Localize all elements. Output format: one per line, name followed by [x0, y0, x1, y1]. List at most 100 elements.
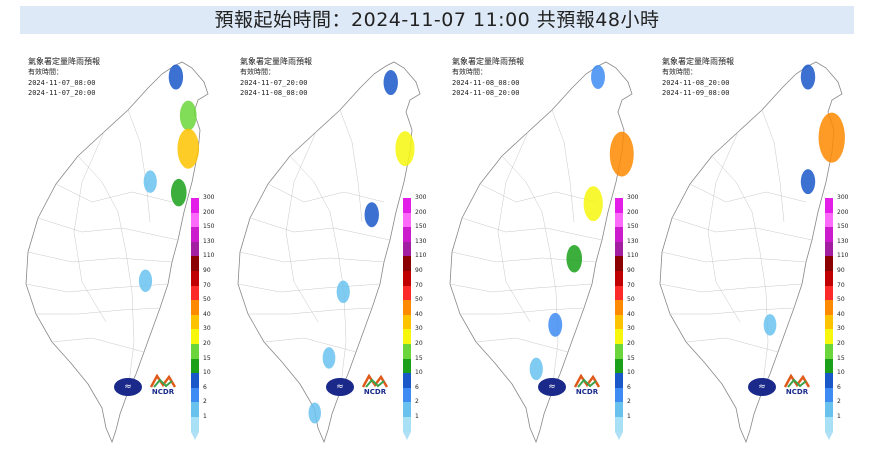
- legend-row: 20: [403, 340, 435, 359]
- legend-swatch: [191, 343, 199, 359]
- legend-label: 300: [627, 194, 639, 201]
- district-boundary: [237, 283, 381, 293]
- legend-row: 2: [191, 398, 223, 417]
- rain-cell: [763, 314, 777, 336]
- legend-label: 90: [627, 266, 635, 274]
- legend-row: 1: [191, 413, 223, 432]
- legend-label: 110: [203, 252, 215, 260]
- legend-swatch: [191, 387, 199, 403]
- legend-swatch: [191, 241, 199, 257]
- legend-swatch: [825, 270, 833, 286]
- district-boundary: [51, 337, 145, 353]
- forecast-title: 預報起始時間：2024-11-07 11:00 共預報48小時: [214, 9, 660, 31]
- legend-label: 20: [627, 339, 635, 347]
- legend-label: 1: [415, 412, 419, 420]
- legend-swatch: [403, 227, 411, 242]
- legend-swatch: [825, 314, 833, 330]
- legend-label: 130: [415, 237, 427, 245]
- legend-row: 200: [191, 209, 223, 228]
- legend-row: 50: [191, 296, 223, 315]
- district-boundary: [239, 251, 385, 263]
- legend-label: 10: [203, 369, 211, 377]
- legend-swatch: [825, 358, 833, 374]
- legend-swatch: [191, 227, 199, 242]
- district-boundary: [659, 283, 803, 293]
- legend-swatch: [825, 227, 833, 242]
- legend-label: 40: [837, 310, 845, 318]
- legend-swatch: [825, 241, 833, 257]
- panel-title: 氣象署定量降雨預報: [28, 57, 100, 66]
- legend-label: 10: [837, 369, 845, 377]
- legend-label: 15: [415, 354, 423, 362]
- legend-row: 1: [403, 413, 435, 432]
- legend-row: 6: [403, 384, 435, 403]
- legend-row: 70: [615, 282, 647, 301]
- legend-label: 6: [837, 383, 841, 391]
- legend-row: 300: [615, 194, 647, 213]
- ncdr-logo-icon: NCDR: [148, 374, 178, 400]
- rain-legend: 300 200 150 130 110 90 70 50 40 30 20 15 10 6 2 1: [615, 194, 647, 440]
- valid-time-label: 有效時間：: [240, 68, 275, 76]
- legend-row: 300: [825, 194, 857, 213]
- legend-label: 20: [837, 339, 845, 347]
- rain-cell: [609, 131, 634, 177]
- taiwan-rain-map: [449, 61, 634, 444]
- legend-label: 10: [627, 369, 635, 377]
- ncdr-logo-text: NCDR: [151, 388, 175, 396]
- district-boundary: [249, 217, 391, 241]
- legend-swatch: [615, 402, 623, 417]
- legend-row: 10: [191, 369, 223, 388]
- district-boundary: [73, 131, 107, 323]
- rain-cell: [179, 100, 197, 131]
- valid-start: 2024-11-08_20:00: [662, 79, 730, 87]
- legend-swatch: [825, 343, 833, 359]
- rain-cell: [566, 245, 583, 273]
- cwa-logo-icon: ≈: [326, 378, 354, 396]
- valid-start: 2024-11-07_20:00: [240, 79, 308, 87]
- valid-start: 2024-11-07_08:00: [28, 79, 96, 87]
- legend-row: 40: [403, 311, 435, 330]
- legend-row: 30: [615, 325, 647, 344]
- legend-swatch: [403, 285, 411, 301]
- district-boundary: [689, 183, 807, 203]
- legend-row: 15: [825, 355, 857, 374]
- legend-label: 130: [627, 237, 639, 245]
- forecast-panel-2: 氣象署定量降雨預報 有效時間： 2024-11-07_20:00 2024-11…: [234, 52, 446, 448]
- legend-swatch: [403, 212, 411, 228]
- forecast-panel-3: 氣象署定量降雨預報 有效時間： 2024-11-08_08:00 2024-11…: [446, 52, 658, 448]
- legend-swatch: [825, 256, 833, 271]
- legend-tip: [615, 431, 623, 440]
- legend-row: 110: [615, 252, 647, 271]
- ncdr-logo-icon: NCDR: [782, 374, 812, 400]
- legend-label: 2: [837, 398, 841, 406]
- legend-row: 15: [191, 355, 223, 374]
- legend-label: 200: [203, 208, 215, 216]
- forecast-panel-4: 氣象署定量降雨預報 有效時間： 2024-11-08_20:00 2024-11…: [656, 52, 868, 448]
- legend-label: 2: [415, 398, 419, 406]
- legend-label: 300: [203, 194, 215, 201]
- rain-cell: [322, 347, 336, 369]
- legend-label: 50: [627, 296, 635, 304]
- legend-row: 90: [403, 267, 435, 286]
- ncdr-logo-icon: NCDR: [572, 374, 602, 400]
- legend-row: 200: [403, 209, 435, 228]
- forecast-panel-1: 氣象署定量降雨預報 有效時間： 2024-11-07_08:00 2024-11…: [22, 52, 234, 448]
- legend-row: 15: [403, 355, 435, 374]
- legend-label: 200: [415, 208, 427, 216]
- valid-time-label: 有效時間：: [452, 68, 487, 76]
- legend-label: 110: [415, 252, 427, 260]
- legend-label: 40: [415, 310, 423, 318]
- legend-row: 130: [825, 238, 857, 257]
- legend-swatch: [615, 358, 623, 374]
- legend-label: 1: [203, 412, 207, 420]
- legend-swatch: [403, 256, 411, 271]
- legend-row: 6: [191, 384, 223, 403]
- legend-swatch: [191, 358, 199, 374]
- legend-row: 130: [403, 238, 435, 257]
- district-boundary: [497, 131, 531, 323]
- legend-label: 130: [203, 237, 215, 245]
- rain-cell: [138, 269, 153, 293]
- legend-row: 20: [615, 340, 647, 359]
- legend-swatch: [403, 387, 411, 403]
- legend-label: 1: [627, 412, 631, 420]
